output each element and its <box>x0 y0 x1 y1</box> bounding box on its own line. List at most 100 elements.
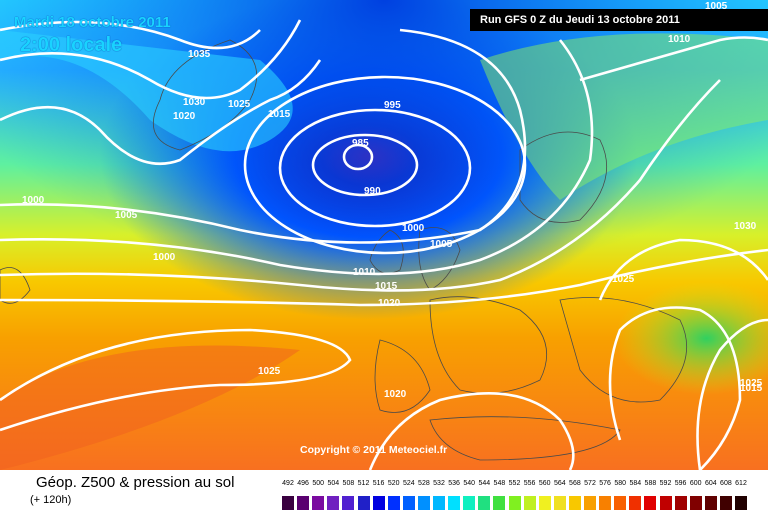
legend-tick: 588 <box>644 480 657 487</box>
isobar-label: 995 <box>384 100 401 111</box>
legend-swatch <box>659 496 672 510</box>
isobar-label: 1010 <box>668 34 691 45</box>
isobar-label: 1025 <box>612 274 635 285</box>
legend-swatch <box>402 496 415 510</box>
copyright: Copyright © 2011 Meteociel.fr <box>300 444 448 456</box>
legend-swatch <box>493 496 506 510</box>
legend-tick: 612 <box>735 480 747 487</box>
legend-swatch <box>463 496 476 510</box>
legend-tick: 492 <box>282 480 294 487</box>
legend-swatch <box>704 496 717 510</box>
legend-tick: 584 <box>629 480 642 487</box>
legend-tick: 608 <box>720 480 732 487</box>
legend-swatch <box>478 496 491 510</box>
legend-tick: 500 <box>312 480 325 487</box>
isobar-label: 1025 <box>228 99 251 110</box>
legend-tick: 528 <box>418 480 430 487</box>
isobar-label: 1020 <box>384 389 407 400</box>
legend-swatch <box>629 496 642 510</box>
legend-swatch <box>644 496 657 510</box>
isobar-label: 1010 <box>353 267 376 278</box>
legend-swatch <box>448 496 461 510</box>
legend-swatch <box>327 496 340 510</box>
isobar-label: 1000 <box>402 223 425 234</box>
legend-swatch <box>689 496 702 510</box>
legend-swatch <box>599 496 612 510</box>
isobars <box>0 19 768 470</box>
legend-tick: 580 <box>614 480 627 487</box>
forecast-lead: (+ 120h) <box>30 494 72 506</box>
legend-tick: 576 <box>599 480 611 487</box>
isobar-label: 1030 <box>734 221 757 232</box>
legend-swatch <box>568 496 581 510</box>
greenland-ridge-shading <box>0 30 293 152</box>
legend-tick: 512 <box>357 480 370 487</box>
isobar-label: 1020 <box>173 111 196 122</box>
legend-swatch <box>417 496 430 510</box>
legend-swatch <box>719 496 732 510</box>
legend-tick: 596 <box>674 480 687 487</box>
legend-tick: 604 <box>704 480 717 487</box>
legend-swatch <box>584 496 596 510</box>
legend-swatch <box>282 496 294 510</box>
legend-swatch <box>523 496 536 510</box>
legend-swatch <box>538 496 551 510</box>
legend-tick: 556 <box>523 480 536 487</box>
legend-tick: 520 <box>387 480 400 487</box>
isobar-label: 1035 <box>188 49 211 60</box>
legend-tick: 560 <box>538 480 551 487</box>
legend-swatch <box>433 496 445 510</box>
legend-swatch <box>372 496 385 510</box>
legend-tick: 564 <box>553 480 566 487</box>
legend-tick: 544 <box>478 480 491 487</box>
chart-title: Géop. Z500 & pression au sol <box>36 474 235 491</box>
legend-swatch <box>297 496 310 510</box>
legend-swatch <box>614 496 627 510</box>
isobar-label: 1025 <box>258 366 281 377</box>
legend-tick: 508 <box>342 480 355 487</box>
legend-swatch <box>553 496 566 510</box>
local-time: 2:00 locale <box>20 34 123 56</box>
isobar-label: 1005 <box>115 210 138 221</box>
forecast-date: Mardi 18 octobre 2011 <box>14 14 171 31</box>
legend-footer: Géop. Z500 & pression au sol (+ 120h) 49… <box>0 470 768 512</box>
legend-tick: 552 <box>508 480 521 487</box>
legend-tick: 572 <box>584 480 596 487</box>
isobar-label: 1000 <box>153 252 176 263</box>
legend-swatch <box>387 496 400 510</box>
legend-swatch <box>674 496 687 510</box>
legend-tick: 568 <box>569 480 581 487</box>
legend-swatch <box>508 496 521 510</box>
legend-tick: 532 <box>433 480 445 487</box>
isobar-label: 1025 <box>740 378 763 389</box>
scandinavia-shading <box>480 33 768 201</box>
legend-tick: 592 <box>659 480 672 487</box>
legend-tick: 536 <box>448 480 460 487</box>
isobar-label: 1005 <box>705 1 728 12</box>
legend-tick: 548 <box>493 480 506 487</box>
legend-tick: 496 <box>297 480 309 487</box>
pressure-map: 1005101010351030102010251015995985990100… <box>0 0 768 470</box>
isobar-label: 985 <box>352 138 369 149</box>
isobar-label: 1015 <box>268 109 291 120</box>
legend-swatch <box>312 496 325 510</box>
isobar-label: 1015 <box>740 383 763 394</box>
run-info: Run GFS 0 Z du Jeudi 13 octobre 2011 <box>470 9 768 31</box>
isobar-label: 1020 <box>378 298 401 309</box>
legend-swatch <box>735 496 747 510</box>
legend-tick: 504 <box>327 480 340 487</box>
legend-swatch <box>357 496 370 510</box>
isobar-label: 1015 <box>375 281 398 292</box>
atlantic-warm-shading <box>0 345 300 470</box>
pressure-labels: 1005101010351030102010251015995985990100… <box>22 1 763 400</box>
legend-swatch <box>342 496 355 510</box>
isobar-label: 1005 <box>430 239 453 250</box>
color-scale: 492 496 500 504 508 512 516 520 524 528 532 536 540 5… <box>282 478 750 512</box>
legend-tick: 516 <box>372 480 385 487</box>
isobar-label: 1030 <box>183 97 206 108</box>
isobar-label: 990 <box>364 186 381 197</box>
legend-tick: 540 <box>463 480 476 487</box>
isobar-label: 1000 <box>22 195 45 206</box>
legend-tick: 600 <box>689 480 702 487</box>
